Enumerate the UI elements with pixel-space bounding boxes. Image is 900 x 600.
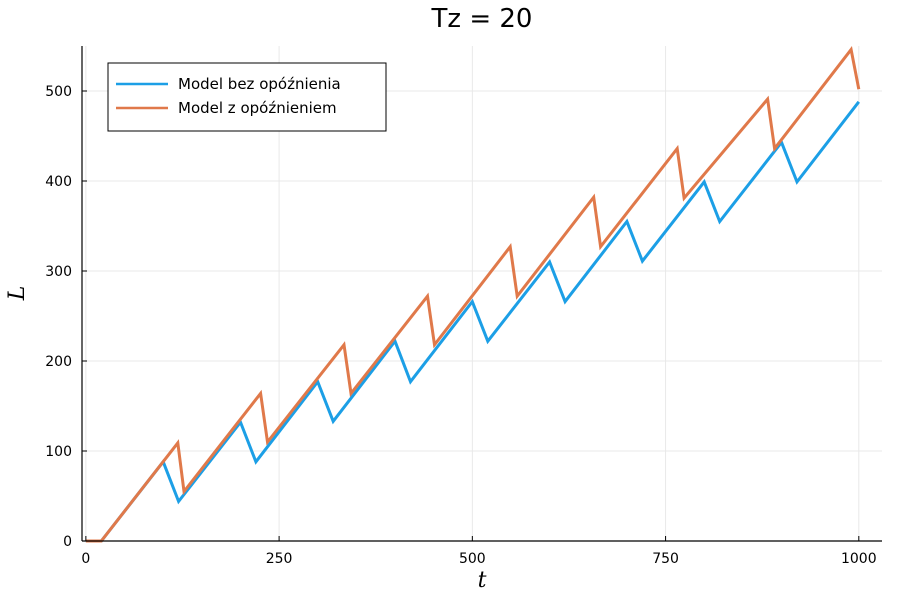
y-tick-label: 300 [45,264,72,280]
x-tick-label: 500 [459,551,486,567]
legend-box [107,62,387,132]
chart-title: Tz = 20 [431,4,533,34]
x-tick-label: 750 [652,551,679,567]
y-tick-label: 500 [45,84,72,100]
x-tick-label: 0 [81,551,90,567]
axes [81,46,882,542]
legend-label-1: Model bez opóźnienia [178,75,341,93]
series-line-2 [85,46,861,543]
x-axis-title: t [478,568,487,593]
tick-labels: 0 250 500 750 1000 0 100 200 300 400 500 [45,84,876,567]
y-tick-label: 0 [63,534,72,550]
legend-label-2: Model z opóźnieniem [178,99,337,117]
x-tick-label: 250 [266,551,293,567]
x-tick-label: 1000 [841,551,877,567]
y-axis-title: L [5,286,30,302]
y-tick-label: 200 [45,354,72,370]
series-lines [85,46,861,543]
y-tick-label: 400 [45,174,72,190]
series-line-1 [85,100,860,543]
y-tick-label: 100 [45,444,72,460]
legend: Model bez opóźnienia Model z opóźnieniem [107,62,387,132]
